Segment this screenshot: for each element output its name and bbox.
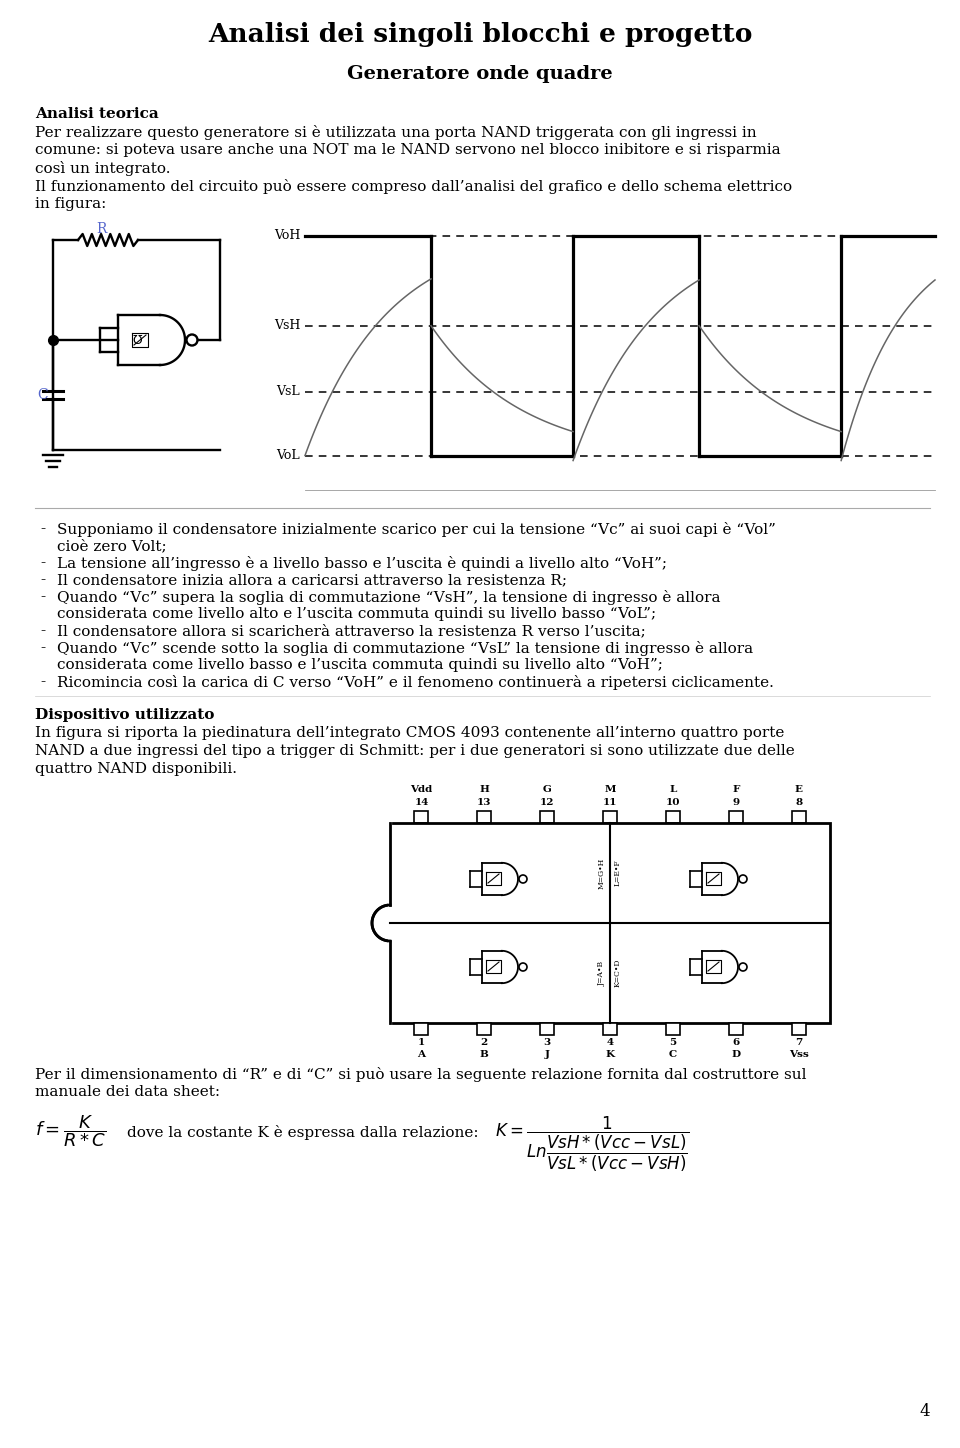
Bar xyxy=(477,811,492,822)
Text: K: K xyxy=(606,1050,614,1058)
Text: -: - xyxy=(40,624,45,639)
Text: M: M xyxy=(604,785,615,794)
Text: NAND a due ingressi del tipo a trigger di Schmitt: per i due generatori si sono : NAND a due ingressi del tipo a trigger d… xyxy=(35,744,795,757)
Text: H: H xyxy=(479,785,490,794)
Bar xyxy=(792,1022,805,1035)
Text: 6: 6 xyxy=(732,1038,739,1047)
Text: 10: 10 xyxy=(665,798,680,807)
Bar xyxy=(390,822,830,1022)
Text: F: F xyxy=(732,785,739,794)
Text: -: - xyxy=(40,641,45,654)
Text: manuale dei data sheet:: manuale dei data sheet: xyxy=(35,1085,220,1099)
Text: -: - xyxy=(40,573,45,586)
Bar xyxy=(415,811,428,822)
Text: E: E xyxy=(795,785,803,794)
Text: Quando “Vc” scende sotto la soglia di commutazione “VsL” la tensione di ingresso: Quando “Vc” scende sotto la soglia di co… xyxy=(57,641,754,656)
Text: L: L xyxy=(669,785,677,794)
Text: comune: si poteva usare anche una NOT ma le NAND servono nel blocco inibitore e : comune: si poteva usare anche una NOT ma… xyxy=(35,143,780,156)
Text: J=A•B: J=A•B xyxy=(598,960,606,986)
Text: 11: 11 xyxy=(603,798,617,807)
Text: Vdd: Vdd xyxy=(410,785,433,794)
Text: -: - xyxy=(40,675,45,689)
Text: C: C xyxy=(37,388,48,403)
Text: K=C•D: K=C•D xyxy=(614,959,622,988)
Text: 4: 4 xyxy=(607,1038,613,1047)
Text: C: C xyxy=(669,1050,677,1058)
Text: 1: 1 xyxy=(418,1038,425,1047)
Text: cioè zero Volt;: cioè zero Volt; xyxy=(57,539,167,553)
Text: Analisi teorica: Analisi teorica xyxy=(35,107,158,122)
Text: Quando “Vc” supera la soglia di commutazione “VsH”, la tensione di ingresso è al: Quando “Vc” supera la soglia di commutaz… xyxy=(57,589,721,605)
Text: considerata come livello alto e l’uscita commuta quindi su livello basso “VoL”;: considerata come livello alto e l’uscita… xyxy=(57,607,656,621)
Bar xyxy=(603,1022,617,1035)
Text: B: B xyxy=(480,1050,489,1058)
Text: 12: 12 xyxy=(540,798,554,807)
Bar xyxy=(792,811,805,822)
Text: M=G•H: M=G•H xyxy=(598,857,606,889)
Text: 13: 13 xyxy=(477,798,492,807)
Text: Il condensatore inizia allora a caricarsi attraverso la resistenza R;: Il condensatore inizia allora a caricars… xyxy=(57,573,567,586)
Text: Dispositivo utilizzato: Dispositivo utilizzato xyxy=(35,708,214,723)
Text: Analisi dei singoli blocchi e progetto: Analisi dei singoli blocchi e progetto xyxy=(207,22,753,46)
Bar xyxy=(729,811,743,822)
Text: 2: 2 xyxy=(481,1038,488,1047)
Text: dove la costante K è espressa dalla relazione:: dove la costante K è espressa dalla rela… xyxy=(127,1125,479,1140)
Text: 14: 14 xyxy=(415,798,428,807)
Text: R: R xyxy=(96,222,107,236)
Text: L=E•F: L=E•F xyxy=(614,860,622,886)
Bar xyxy=(540,811,554,822)
Text: VsH: VsH xyxy=(274,319,300,332)
Bar xyxy=(666,1022,680,1035)
Text: Ricomincia così la carica di C verso “VoH” e il fenomeno continuerà a ripetersi : Ricomincia così la carica di C verso “Vo… xyxy=(57,675,774,691)
Text: 7: 7 xyxy=(795,1038,803,1047)
Text: A: A xyxy=(418,1050,425,1058)
Text: Per realizzare questo generatore si è utilizzata una porta NAND triggerata con g: Per realizzare questo generatore si è ut… xyxy=(35,125,756,140)
Text: J: J xyxy=(544,1050,550,1058)
Bar xyxy=(540,1022,554,1035)
Text: 9: 9 xyxy=(732,798,739,807)
Text: -: - xyxy=(40,589,45,604)
Bar xyxy=(415,1022,428,1035)
Bar xyxy=(666,811,680,822)
Text: Il funzionamento del circuito può essere compreso dall’analisi del grafico e del: Il funzionamento del circuito può essere… xyxy=(35,180,792,194)
Bar xyxy=(603,811,617,822)
Text: così un integrato.: così un integrato. xyxy=(35,161,171,177)
Text: -: - xyxy=(40,556,45,571)
Text: Il condensatore allora si scaricherà attraverso la resistenza R verso l’uscita;: Il condensatore allora si scaricherà att… xyxy=(57,624,646,639)
Text: 5: 5 xyxy=(669,1038,677,1047)
Text: G: G xyxy=(542,785,552,794)
Text: D: D xyxy=(732,1050,740,1058)
Text: VsL: VsL xyxy=(276,385,300,398)
Text: Per il dimensionamento di “R” e di “C” si può usare la seguente relazione fornit: Per il dimensionamento di “R” e di “C” s… xyxy=(35,1067,806,1082)
Text: in figura:: in figura: xyxy=(35,197,107,211)
Text: Generatore onde quadre: Generatore onde quadre xyxy=(348,65,612,83)
Text: quattro NAND disponibili.: quattro NAND disponibili. xyxy=(35,762,237,776)
Text: Ʊ: Ʊ xyxy=(132,333,142,346)
Text: La tensione all’ingresso è a livello basso e l’uscita è quindi a livello alto “V: La tensione all’ingresso è a livello bas… xyxy=(57,556,667,571)
Bar xyxy=(729,1022,743,1035)
Text: $K = \dfrac{1}{Ln\dfrac{VsH*(Vcc-VsL)}{VsL*(Vcc-VsH)}}$: $K = \dfrac{1}{Ln\dfrac{VsH*(Vcc-VsL)}{V… xyxy=(495,1115,690,1174)
Text: 4: 4 xyxy=(920,1403,930,1420)
Text: VoH: VoH xyxy=(274,229,300,242)
Text: 3: 3 xyxy=(543,1038,551,1047)
Bar xyxy=(477,1022,492,1035)
Text: VoL: VoL xyxy=(276,449,300,462)
Text: In figura si riporta la piedinatura dell’integrato CMOS 4093 contenente all’inte: In figura si riporta la piedinatura dell… xyxy=(35,725,784,740)
Text: -: - xyxy=(40,521,45,536)
Text: Vss: Vss xyxy=(789,1050,808,1058)
Text: 8: 8 xyxy=(795,798,803,807)
Text: Supponiamo il condensatore inizialmente scarico per cui la tensione “Vc” ai suoi: Supponiamo il condensatore inizialmente … xyxy=(57,521,776,537)
Text: considerata come livello basso e l’uscita commuta quindi su livello alto “VoH”;: considerata come livello basso e l’uscit… xyxy=(57,657,662,672)
Text: $f = \dfrac{K}{R*C}$: $f = \dfrac{K}{R*C}$ xyxy=(35,1114,107,1148)
